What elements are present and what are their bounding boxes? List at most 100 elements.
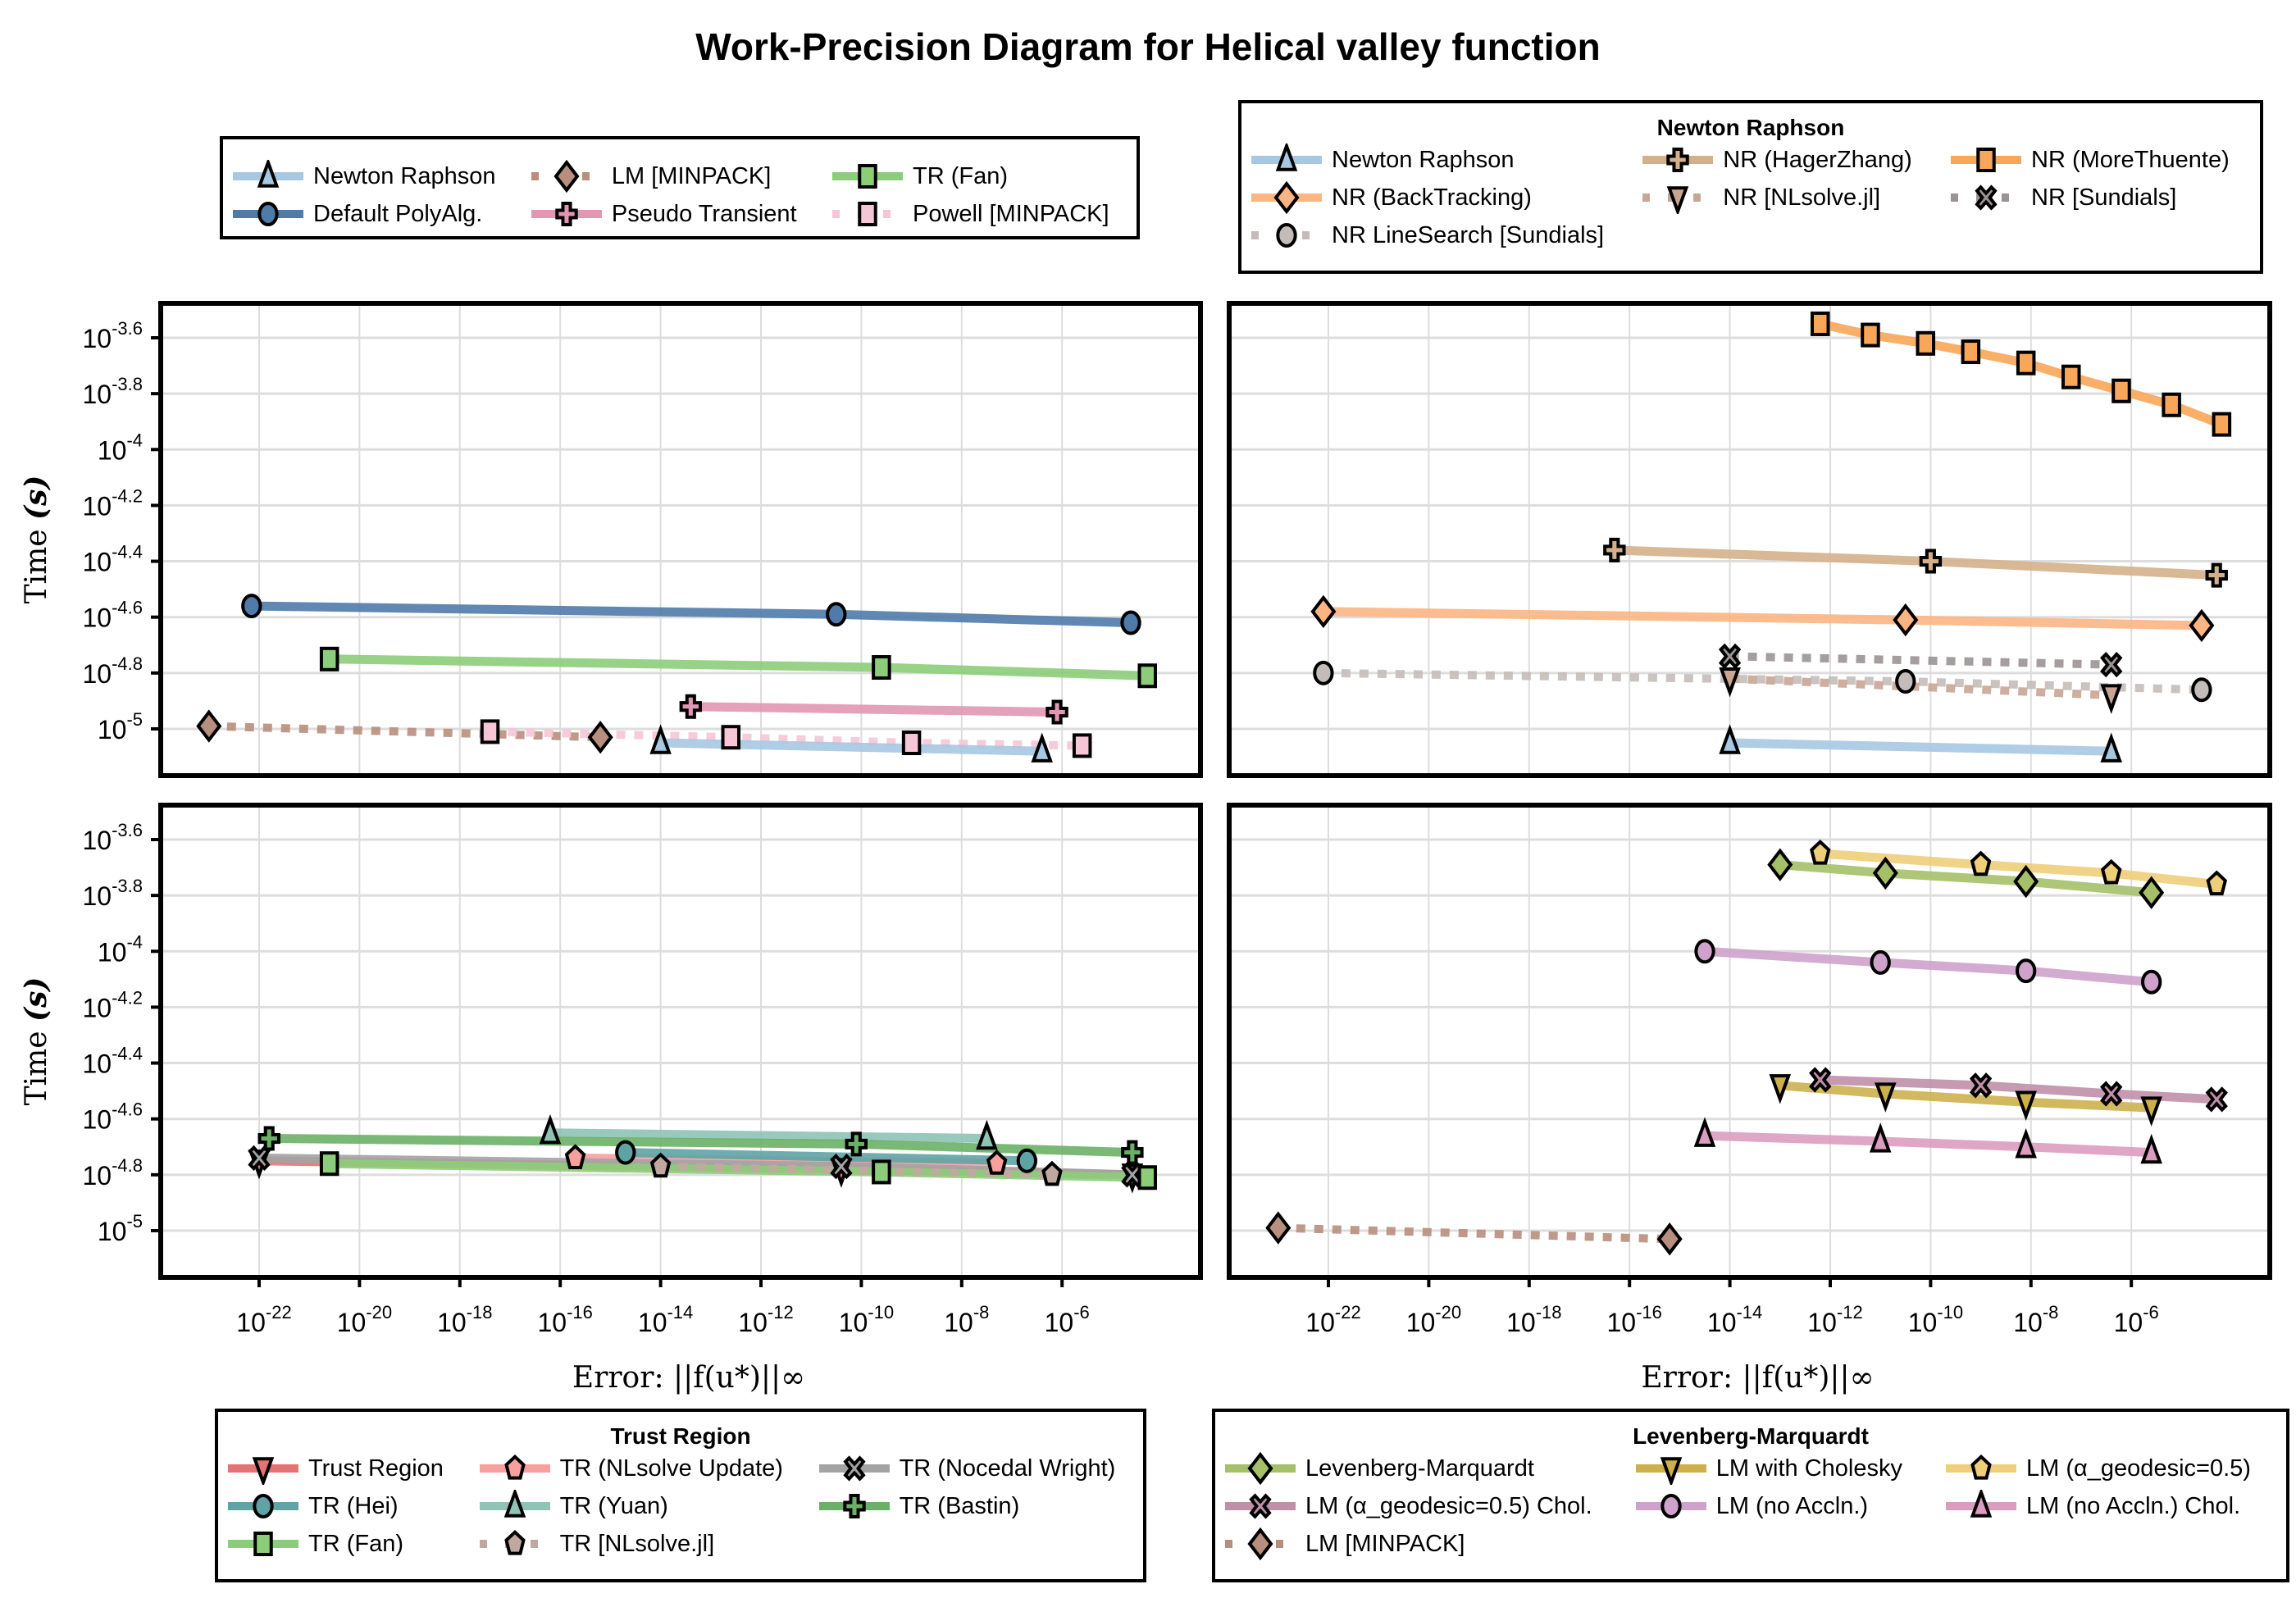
panel-frame	[158, 803, 1203, 1280]
circle-icon	[228, 1494, 298, 1518]
series-line	[251, 601, 1132, 628]
xcross-icon	[818, 1455, 890, 1482]
circle-marker	[241, 594, 262, 619]
triangle-up-marker	[2100, 732, 2122, 763]
legend-newton-raphson-items: Newton Raphson NR (HagerZhang) NR (MoreThu…	[1241, 141, 2260, 259]
legend-item: NR (MoreThuente)	[1949, 143, 2252, 177]
panel-bottom-left: 10-3.6 10-3.8 10-4 10-4.2 10-4.4 10-4.6 10-4.8…	[19, 803, 1203, 1395]
legend-item: LM (α_geodesic=0.5)	[1944, 1451, 2278, 1486]
triangle-up-marker	[1031, 732, 1053, 763]
square-marker	[858, 164, 877, 189]
square-marker	[872, 655, 891, 681]
x-tick-label: 10-16	[1607, 1302, 1662, 1337]
triangle-down-icon	[1642, 186, 1714, 214]
series-line	[1729, 652, 2112, 669]
x-tick-label: 10-22	[236, 1302, 291, 1337]
y-axis-label: Time (s)	[19, 476, 53, 604]
y-tick-label: 10-4.8	[82, 1155, 143, 1190]
legend-levenberg-marquardt-items: Levenberg-Marquardt LM with Cholesky LM (α…	[1215, 1450, 2286, 1568]
square-marker	[319, 1151, 339, 1177]
cross-icon	[818, 1494, 890, 1518]
series-line	[1614, 545, 2217, 580]
triangle-up-marker	[1719, 724, 1741, 754]
legend-item: NR [Sundials]	[1949, 180, 2252, 215]
square-marker	[1961, 339, 1981, 365]
x-tick-label: 10-14	[1707, 1302, 1762, 1337]
x-cross-marker	[842, 1455, 866, 1482]
series-line	[1278, 1223, 1670, 1244]
xcross-icon	[1225, 1493, 1296, 1519]
legend-item: TR (NLsolve Update)	[478, 1451, 803, 1486]
diamond-icon	[1251, 181, 1322, 214]
circle-marker	[1694, 939, 1715, 964]
x-cross-marker	[2100, 651, 2123, 678]
legend-label: LM [MINPACK]	[1305, 1530, 1465, 1557]
legend-label: NR LineSearch [Sundials]	[1332, 221, 1605, 248]
series-line	[1820, 849, 2217, 889]
y-tick-label: 10-4.8	[82, 653, 143, 689]
x-tick-label: 10-10	[839, 1302, 894, 1337]
legend-item: LM [MINPACK]	[1223, 1527, 1620, 1561]
series-line	[625, 1148, 1027, 1166]
x-tick-label: 10-14	[638, 1302, 693, 1337]
legend-label: Newton Raphson	[313, 162, 496, 189]
series-line	[1323, 668, 2203, 694]
triangle-up-marker	[2140, 1133, 2162, 1164]
y-tick-label: 10-5	[98, 1211, 143, 1246]
circle-marker	[257, 202, 279, 226]
square-marker	[1916, 330, 1936, 356]
series-line	[208, 722, 601, 742]
x-axis-label: Error: ||f(u*)||∞	[1641, 1361, 1874, 1395]
cross-icon	[1642, 148, 1714, 172]
y-tick-label: 10-4	[98, 430, 143, 465]
triangle-up-marker	[257, 160, 280, 188]
circle-icon	[233, 202, 303, 226]
legend-item: LM with Cholesky	[1634, 1451, 1929, 1486]
series-line	[1323, 607, 2202, 631]
circle-marker	[615, 1140, 636, 1165]
legend-label: Newton Raphson	[1332, 146, 1515, 173]
legend-item: Levenberg-Marquardt	[1223, 1451, 1620, 1486]
pentagon-marker	[649, 1152, 672, 1178]
legend-label: LM with Cholesky	[1715, 1454, 1902, 1482]
gridlines	[161, 303, 1200, 776]
square-marker	[2061, 364, 2081, 389]
legend-item: TR [NLsolve.jl]	[478, 1527, 803, 1561]
gridlines	[1229, 805, 2270, 1277]
triangle-up-marker	[503, 1490, 526, 1518]
legend-item: TR (Yuan)	[478, 1489, 803, 1523]
square-marker	[319, 646, 339, 671]
x-tick-label: 10-12	[738, 1302, 793, 1337]
diamond-marker	[1767, 848, 1793, 881]
series-line	[549, 1128, 987, 1144]
square-marker	[1861, 322, 1880, 348]
legend-item: NR LineSearch [Sundials]	[1250, 218, 1626, 253]
gridlines	[161, 805, 1200, 1277]
triangle-down-marker	[252, 1457, 275, 1485]
series-group	[1310, 311, 2232, 763]
legend-label: LM (α_geodesic=0.5)	[2026, 1454, 2251, 1482]
y-tick-label: 10-4.4	[82, 542, 143, 577]
series-line	[1779, 860, 2152, 898]
legend-label: LM (α_geodesic=0.5) Chol.	[1305, 1492, 1592, 1519]
diamond-marker	[2189, 608, 2215, 643]
square-marker	[1976, 148, 1996, 172]
circle-marker	[1660, 1494, 1682, 1518]
square-icon	[832, 164, 903, 189]
x-tick-label: 10-6	[2114, 1302, 2159, 1337]
panel-frame	[1227, 803, 2272, 1280]
legend-item: NR (HagerZhang)	[1641, 143, 1934, 177]
triangle-down-marker	[2100, 684, 2122, 714]
square-marker	[2162, 392, 2181, 417]
legend-main: Newton Raphson LM [MINPACK] TR (Fan) Defaul…	[220, 136, 1140, 239]
triangle-down-marker	[1769, 1074, 1792, 1104]
diamond-icon	[1225, 1452, 1296, 1485]
legend-item: Pseudo Transient	[530, 197, 816, 231]
cross-icon	[531, 202, 602, 226]
legend-title: Newton Raphson	[1656, 115, 1845, 140]
square-marker	[1137, 1165, 1157, 1190]
diamond-marker	[196, 709, 222, 743]
legend-item: NR (BackTracking)	[1250, 180, 1626, 215]
legend-label: TR (Fan)	[308, 1530, 403, 1557]
legend-item: Newton Raphson	[231, 159, 515, 193]
